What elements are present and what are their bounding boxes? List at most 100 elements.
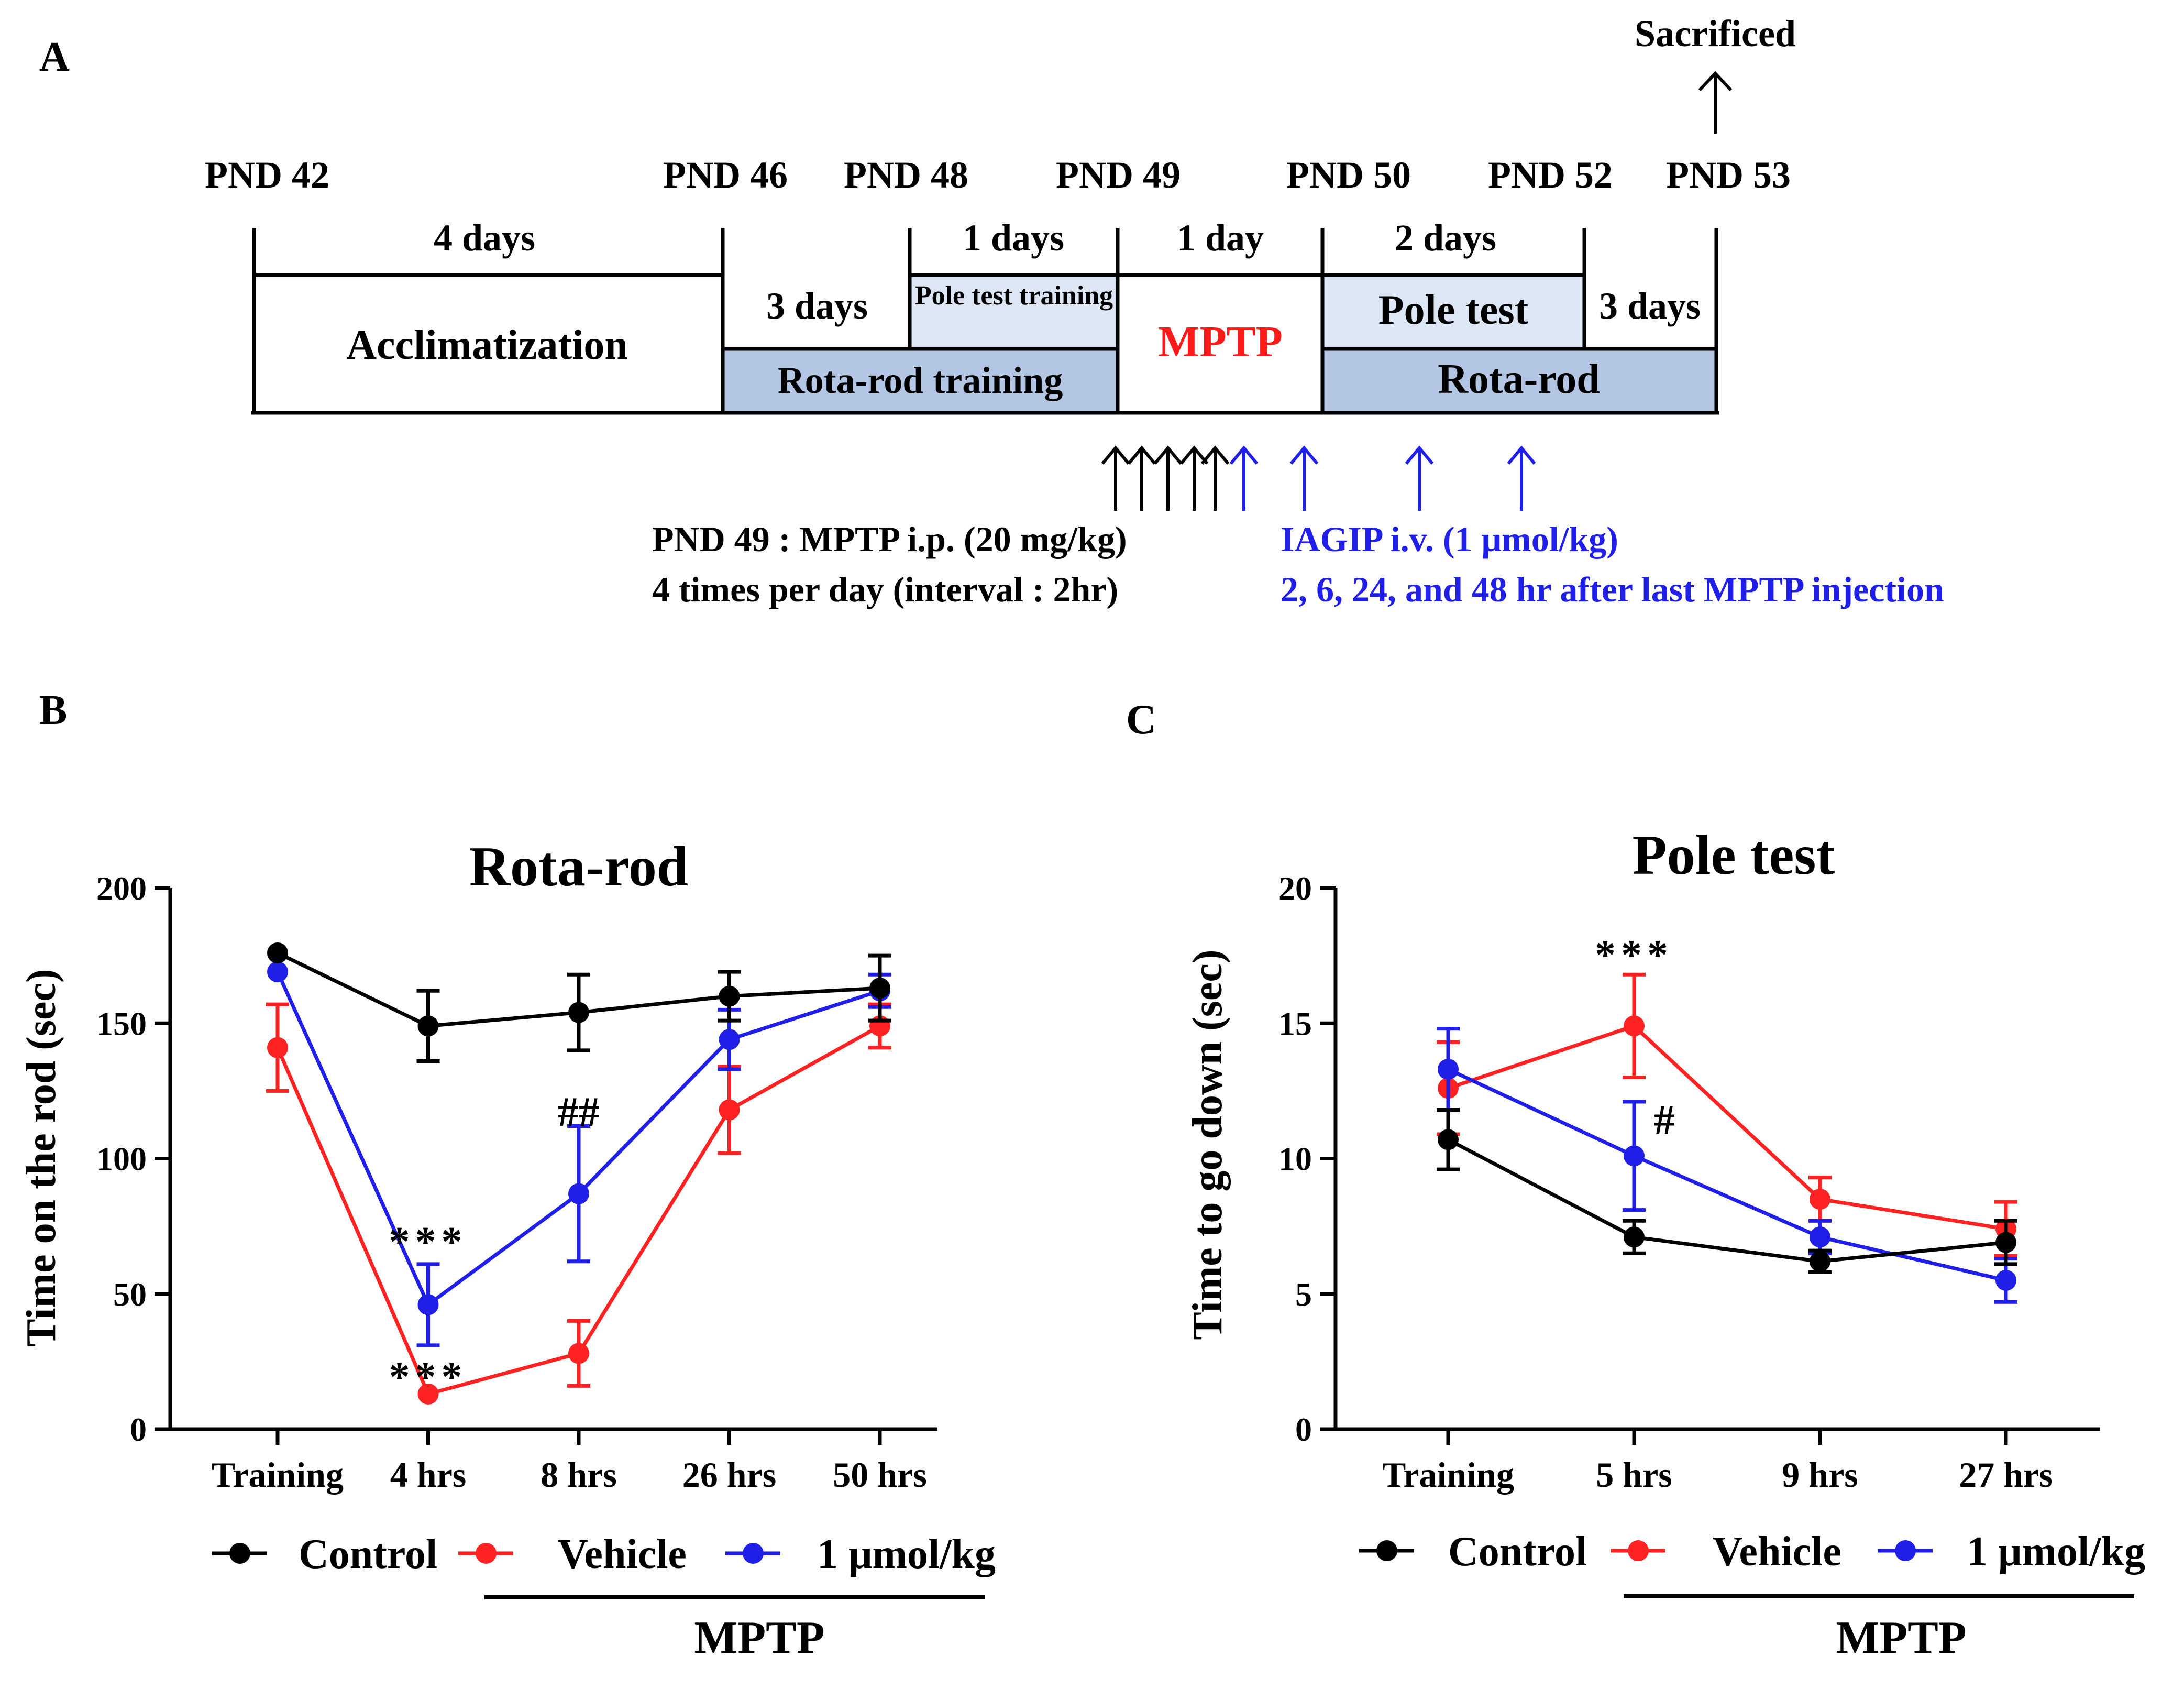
y-tick-label: 0 <box>1295 1411 1312 1448</box>
legend-label: Vehicle <box>1713 1529 1841 1575</box>
data-point-dose <box>568 1183 589 1204</box>
data-point-dose <box>267 961 288 983</box>
timeline-frame <box>251 228 1719 415</box>
mptp-note-line2: 4 times per day (interval : 2hr) <box>652 569 1118 609</box>
significance-annotation: # <box>1654 1097 1675 1143</box>
chart-title: Rota-rod <box>469 836 688 898</box>
rota-training-label: Rota-rod training <box>778 359 1063 401</box>
data-point-control <box>719 985 740 1007</box>
pnd-label: PND 50 <box>1286 154 1411 196</box>
data-point-control <box>1438 1129 1459 1150</box>
y-tick-label: 20 <box>1278 870 1312 907</box>
significance-annotation: *** <box>389 1219 468 1265</box>
legend-b: Control Vehicle 1 μmol/kg MPTP <box>212 1531 996 1663</box>
legend-marker-dose <box>1895 1540 1916 1561</box>
data-point-vehicle <box>267 1037 288 1058</box>
y-tick-label: 50 <box>113 1276 147 1313</box>
mptp-injection-arrows <box>1101 445 1230 511</box>
sacrificed-arrow <box>1698 71 1733 134</box>
y-axis-label: Time to go down (sec) <box>1185 949 1231 1340</box>
significance-annotation: ## <box>558 1089 600 1135</box>
sacrificed-label: Sacrificed <box>1635 13 1796 54</box>
data-point-vehicle <box>417 1383 439 1405</box>
pole-training-label: Pole test training <box>914 281 1113 311</box>
panel-label-a: A <box>39 34 70 80</box>
legend-label: 1 μmol/kg <box>817 1531 996 1577</box>
legend-label: Control <box>1448 1529 1587 1575</box>
pnd-label: PND 48 <box>844 154 968 196</box>
panel-label-c: C <box>1126 697 1156 743</box>
legend-marker-vehicle <box>476 1543 497 1564</box>
data-point-dose <box>1810 1226 1830 1248</box>
pole-test-label: Pole test <box>1378 287 1529 333</box>
duration-label: 3 days <box>1599 285 1701 327</box>
acclimatization-label: Acclimatization <box>346 322 628 368</box>
y-tick-label: 10 <box>1278 1140 1312 1178</box>
duration-labels: 4 days 3 days 1 days 1 day 2 days 3 days <box>434 217 1701 327</box>
legend-marker-vehicle <box>1628 1540 1649 1561</box>
x-tick-label: 50 hrs <box>833 1455 926 1495</box>
mptp-group-label: MPTP <box>694 1613 824 1663</box>
data-point-dose <box>1438 1059 1459 1080</box>
panel-label-b: B <box>39 687 67 733</box>
rota-rod-box <box>1322 349 1716 413</box>
data-point-control <box>1624 1226 1645 1248</box>
data-point-vehicle <box>719 1099 740 1121</box>
y-tick-label: 200 <box>96 870 147 907</box>
significance-annotation: *** <box>1595 932 1673 978</box>
data-point-vehicle <box>568 1343 589 1364</box>
legend-c: Control Vehicle 1 μmol/kg MPTP <box>1359 1529 2145 1663</box>
data-point-control <box>417 1015 439 1037</box>
duration-label: 4 days <box>434 217 535 259</box>
duration-label: 3 days <box>766 285 868 327</box>
x-tick-label: Training <box>212 1455 344 1495</box>
rota-rod-chart: 0 50 100 150 200 Training 4 hrs 8 hrs 26 hrs 50 h… <box>96 870 937 1495</box>
chart-title: Pole test <box>1633 824 1835 886</box>
rota-rod-label: Rota-rod <box>1438 356 1600 402</box>
pole-training-box <box>910 275 1118 349</box>
legend-marker-control <box>229 1543 250 1564</box>
duration-label: 1 days <box>963 217 1064 259</box>
rota-training-box <box>723 349 1118 413</box>
pole-test-chart: 0 5 10 15 20 Training 5 hrs 9 hrs 27 hrs *** # <box>1278 870 2100 1495</box>
series-line-control <box>1447 1138 2006 1264</box>
y-tick-label: 0 <box>130 1411 147 1448</box>
pnd-labels: PND 42 PND 46 PND 48 PND 49 PND 50 PND 5… <box>205 154 1791 196</box>
data-point-dose <box>1995 1269 2016 1291</box>
data-point-vehicle <box>1624 1015 1645 1037</box>
data-point-control <box>267 942 288 963</box>
y-tick-label: 5 <box>1295 1276 1312 1313</box>
iagip-injection-arrows <box>1229 445 1536 511</box>
significance-annotation: *** <box>389 1354 468 1400</box>
x-tick-label: 8 hrs <box>541 1455 616 1495</box>
legend-label: 1 μmol/kg <box>1967 1529 2145 1575</box>
legend-marker-dose <box>743 1543 764 1564</box>
pole-test-box <box>1322 275 1584 349</box>
y-tick-label: 100 <box>96 1140 147 1178</box>
mptp-box-label: MPTP <box>1158 317 1283 366</box>
duration-label: 1 day <box>1177 217 1264 259</box>
y-axis-label: Time on the rod (sec) <box>18 969 64 1346</box>
mptp-note-line1: PND 49 : MPTP i.p. (20 mg/kg) <box>652 519 1127 559</box>
x-tick-label: 27 hrs <box>1959 1455 2053 1495</box>
data-point-dose <box>1624 1145 1645 1167</box>
duration-label: 2 days <box>1395 217 1496 259</box>
pnd-label: PND 42 <box>205 154 329 196</box>
data-point-control <box>1810 1251 1830 1272</box>
mptp-group-label: MPTP <box>1836 1613 1966 1663</box>
y-tick-label: 15 <box>1278 1005 1312 1042</box>
pnd-label: PND 53 <box>1666 154 1791 196</box>
iagip-note-line2: 2, 6, 24, and 48 hr after last MPTP inje… <box>1281 569 1944 609</box>
data-point-control <box>1995 1232 2016 1253</box>
series-line-vehicle <box>1447 1024 2006 1231</box>
series-line-dose <box>1447 1067 2006 1282</box>
x-tick-label: 26 hrs <box>682 1455 776 1495</box>
data-point-control <box>568 1002 589 1023</box>
legend-label: Control <box>299 1531 437 1577</box>
x-tick-label: 5 hrs <box>1596 1455 1672 1495</box>
pnd-label: PND 49 <box>1056 154 1181 196</box>
y-tick-label: 150 <box>96 1005 147 1042</box>
legend-marker-control <box>1376 1540 1397 1561</box>
x-tick-label: 4 hrs <box>390 1455 466 1495</box>
